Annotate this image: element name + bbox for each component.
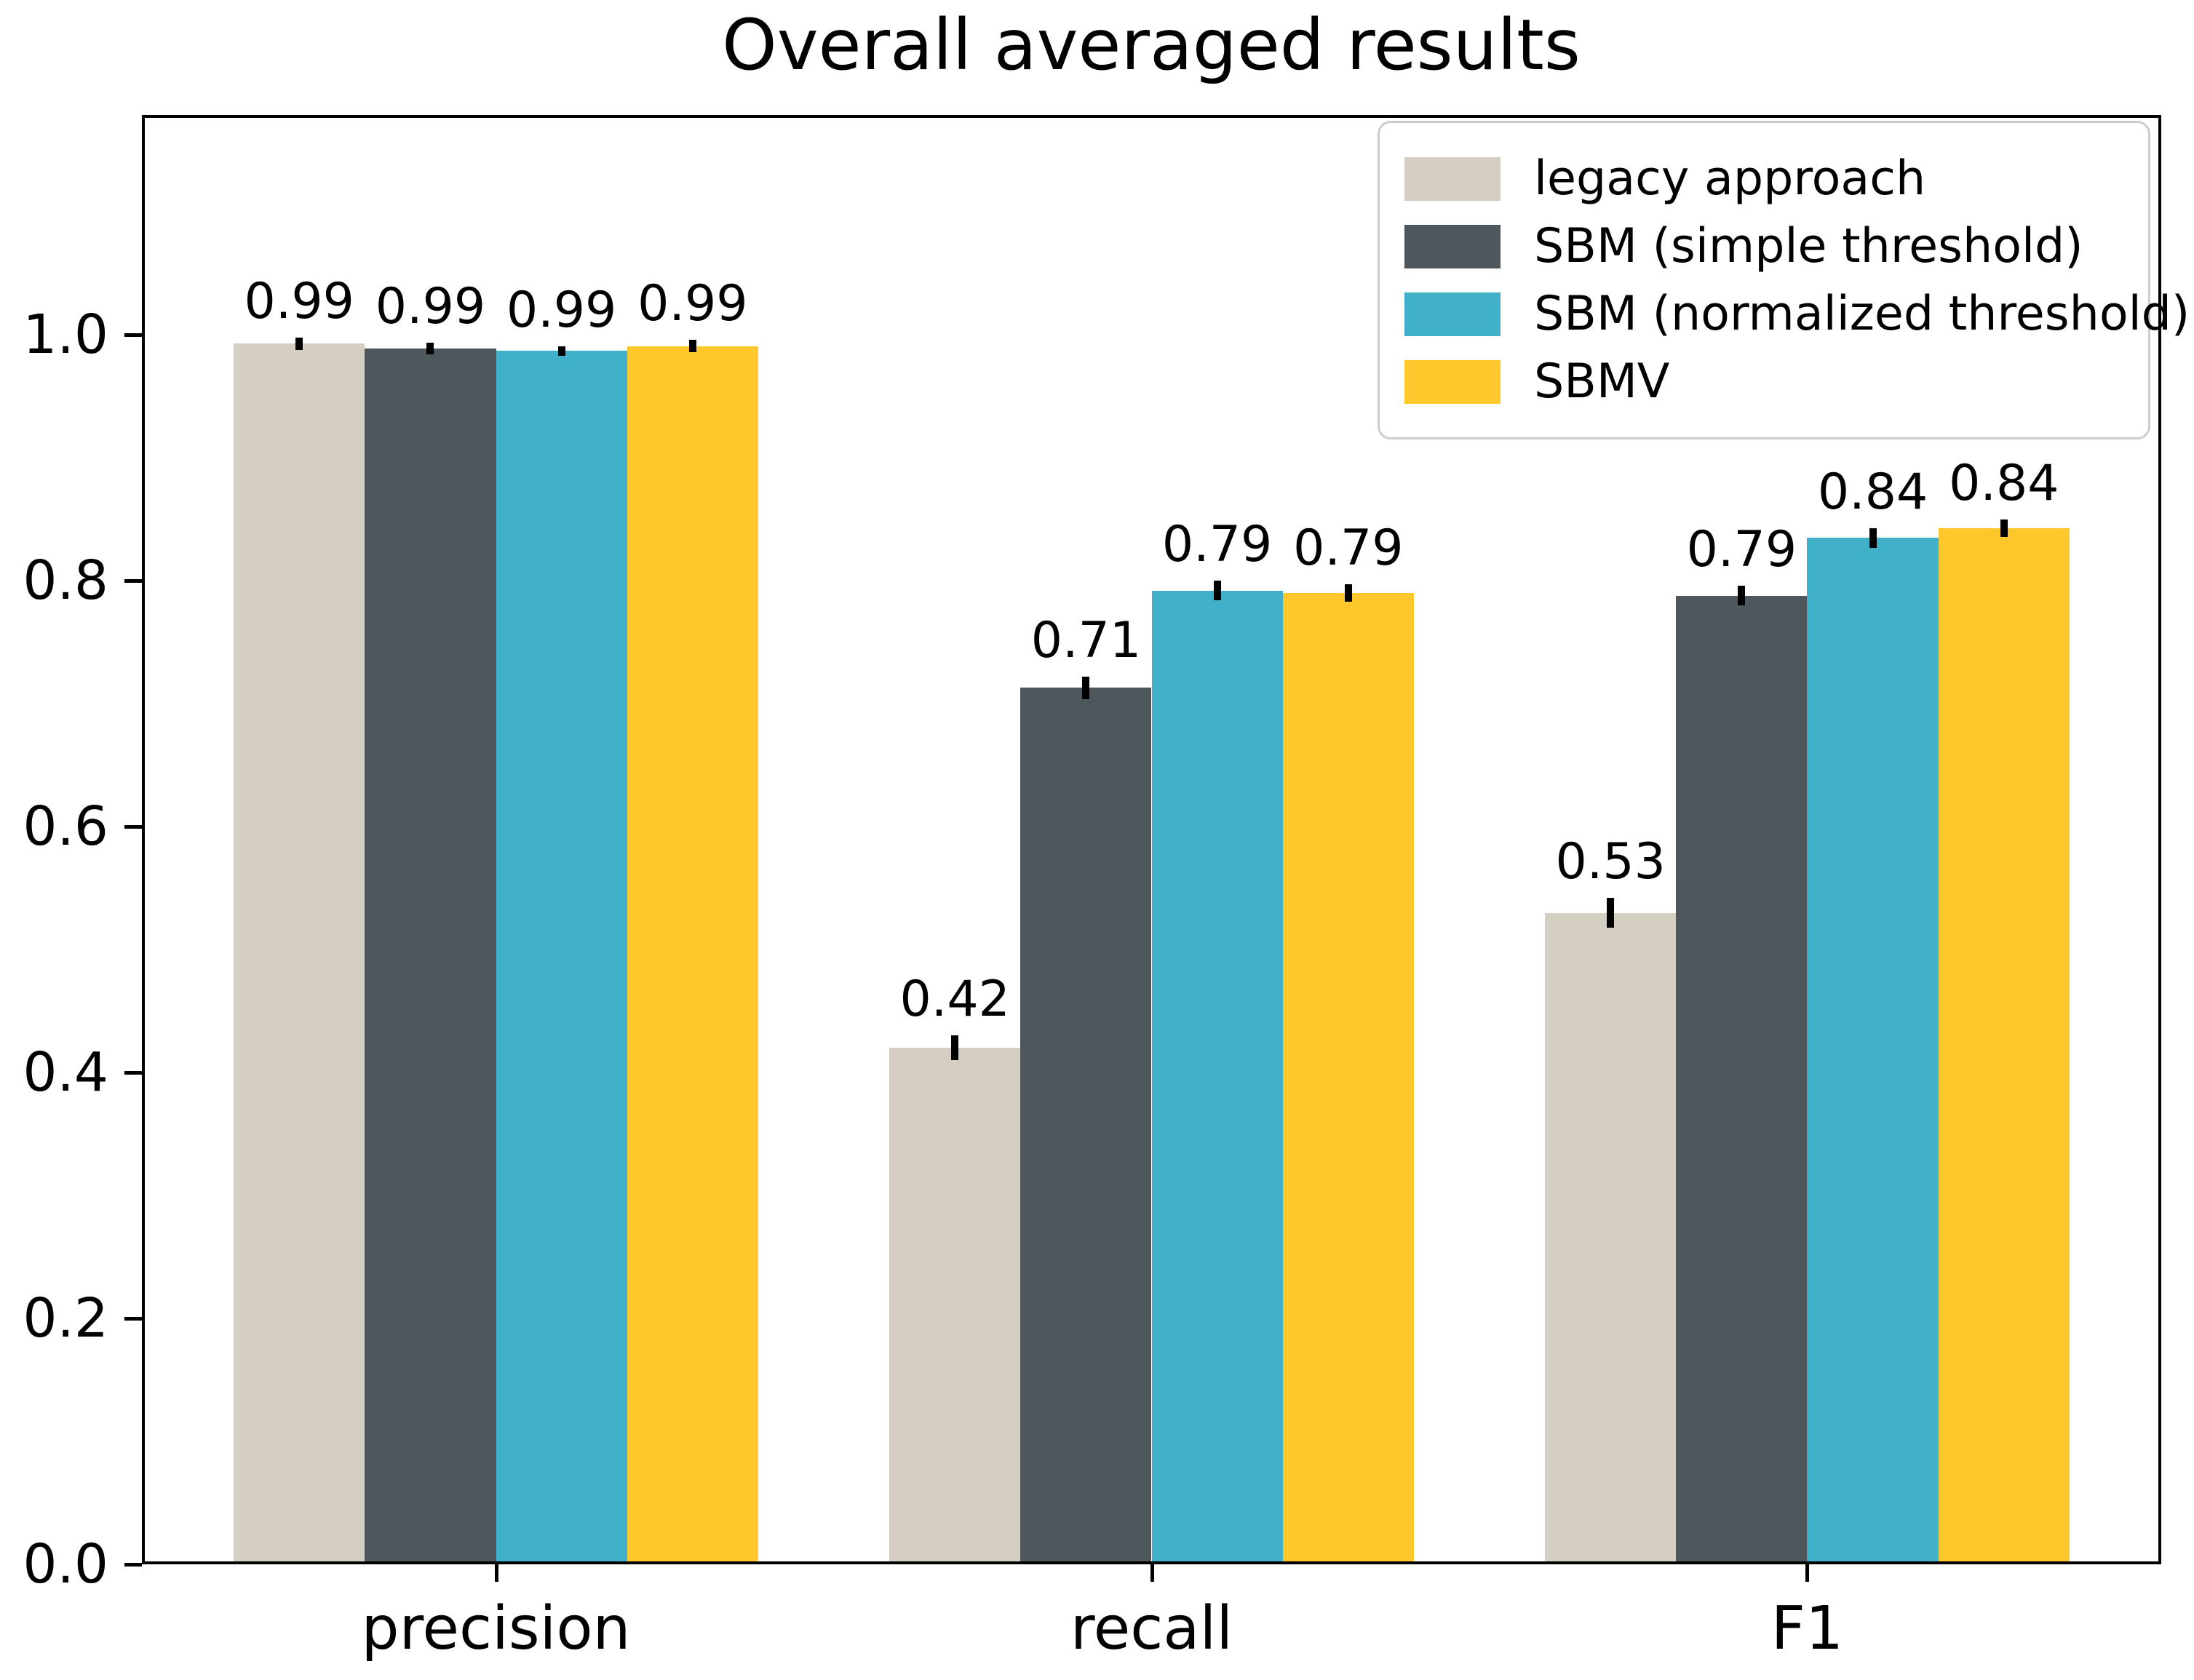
y-tick-label: 0.8 [23, 549, 108, 613]
bar-value-label: 0.53 [1555, 833, 1666, 891]
legend-swatch-icon [1404, 156, 1501, 201]
y-tick-label: 1.0 [23, 303, 108, 367]
x-tick-mark [1150, 1564, 1154, 1582]
error-bar [1869, 528, 1877, 548]
legend-item: SBMV [1404, 348, 2123, 415]
error-bar [1607, 898, 1615, 928]
error-bar [557, 346, 565, 357]
y-tick-label: 0.4 [23, 1041, 108, 1104]
bar-value-label: 0.79 [1161, 516, 1273, 574]
legend-swatch-icon [1404, 224, 1501, 268]
bar-recall-4 [1282, 593, 1414, 1561]
error-bar [688, 340, 696, 353]
y-tick-mark [124, 1563, 142, 1566]
chart-title: Overall averaged results [722, 4, 1581, 86]
bar-F1-1 [1545, 912, 1677, 1561]
bar-recall-1 [889, 1048, 1021, 1561]
legend-label: SBM (simple threshold) [1534, 219, 2083, 274]
bar-precision-2 [365, 349, 496, 1561]
y-tick-label: 0.0 [23, 1533, 108, 1596]
y-tick-mark [124, 333, 142, 338]
bar-value-label: 0.99 [637, 275, 748, 333]
x-tick-label-F1: F1 [1770, 1594, 1844, 1663]
error-bar [1082, 677, 1090, 699]
bar-F1-2 [1676, 595, 1808, 1561]
legend-item: legacy approach [1404, 145, 2123, 212]
bar-recall-2 [1020, 688, 1152, 1561]
bar-recall-3 [1151, 590, 1283, 1561]
y-tick-mark [124, 825, 142, 829]
y-tick-label: 0.2 [23, 1287, 108, 1350]
y-tick-label: 0.6 [23, 795, 108, 859]
bar-value-label: 0.79 [1686, 521, 1797, 579]
y-tick-mark [124, 1317, 142, 1321]
y-tick-mark [124, 579, 142, 584]
error-bar [426, 342, 434, 355]
bar-precision-4 [627, 346, 758, 1561]
bar-value-label: 0.79 [1293, 519, 1404, 578]
bar-value-label: 0.99 [375, 277, 486, 335]
error-bar [295, 337, 303, 350]
bar-precision-1 [234, 343, 365, 1561]
plot-area [142, 115, 2161, 1564]
x-tick-label-recall: recall [1070, 1594, 1233, 1663]
error-bar [2000, 519, 2008, 537]
error-bar [1344, 584, 1352, 602]
x-tick-mark [1805, 1564, 1810, 1582]
error-bar [1738, 586, 1746, 606]
bar-F1-4 [1938, 528, 2070, 1561]
bar-F1-3 [1807, 538, 1939, 1561]
bar-value-label: 0.99 [244, 272, 354, 330]
bar-precision-3 [496, 351, 627, 1561]
error-bar [1213, 581, 1221, 601]
x-tick-mark [494, 1564, 498, 1582]
bar-value-label: 0.71 [1030, 612, 1142, 670]
bar-value-label: 0.84 [1817, 463, 1928, 521]
error-bar [951, 1035, 959, 1061]
legend-item: SBM (normalized threshold) [1404, 280, 2190, 348]
legend-label: SBM (normalized threshold) [1534, 287, 2190, 341]
legend-swatch-icon [1404, 359, 1501, 404]
bar-value-label: 0.84 [1949, 454, 2059, 512]
legend-item: SBM (simple threshold) [1404, 212, 2123, 280]
legend-label: SBMV [1534, 354, 1670, 409]
x-tick-label-precision: precision [361, 1594, 631, 1663]
legend-label: legacy approach [1534, 151, 1926, 206]
legend: legacy approach SBM (simple threshold) SBM… [1378, 121, 2190, 439]
y-tick-mark [124, 1071, 142, 1075]
bar-value-label: 0.42 [899, 971, 1010, 1029]
legend-swatch-icon [1404, 292, 1501, 336]
bar-value-label: 0.99 [506, 281, 617, 339]
